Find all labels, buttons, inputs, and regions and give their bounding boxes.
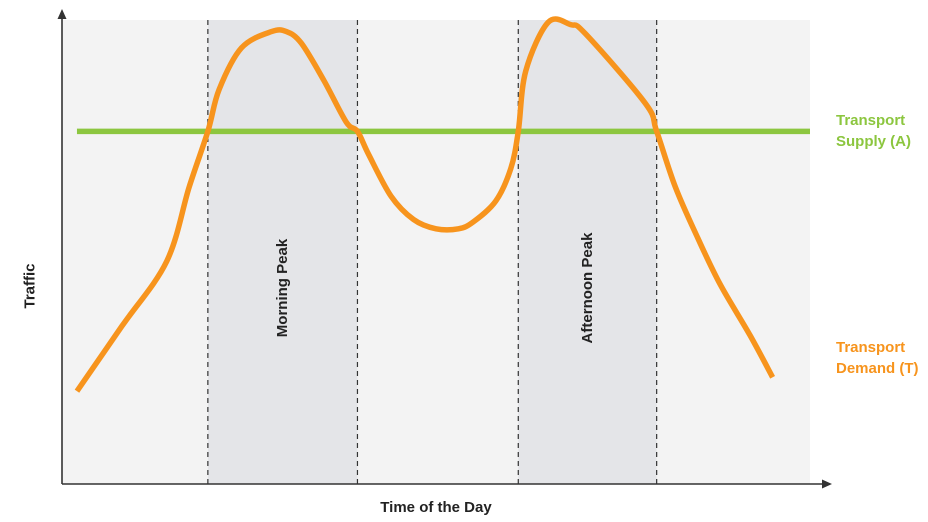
x-axis-label: Time of the Day — [380, 499, 492, 516]
series-label-0-line-0: Transport — [836, 112, 905, 129]
x-axis-arrowhead — [822, 479, 832, 489]
series-label-0-line-1: Supply (A) — [836, 133, 911, 150]
series-labels: Transport Supply (A) Transport Demand (T) — [836, 112, 919, 377]
series-line-1 — [74, 16, 776, 393]
series-lines — [74, 16, 810, 393]
series-label-1-line-0: Transport — [836, 339, 905, 356]
plot-area — [62, 20, 810, 484]
band-labels: Morning Peak Afternoon Peak — [274, 232, 596, 344]
axes — [57, 9, 832, 489]
series-label-1-line-1: Demand (T) — [836, 360, 919, 377]
band-label-0: Morning Peak — [274, 238, 291, 337]
band-label-1: Afternoon Peak — [579, 232, 596, 344]
y-axis-arrowhead — [57, 9, 67, 19]
y-axis-label: Traffic — [22, 263, 39, 308]
band-1 — [518, 20, 657, 484]
